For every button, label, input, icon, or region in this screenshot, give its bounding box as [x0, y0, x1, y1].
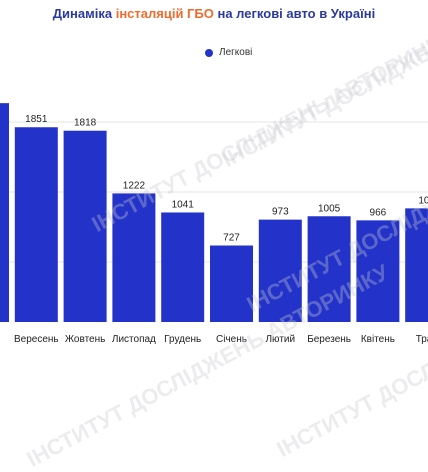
x-tick-label: Квітень	[361, 334, 395, 345]
data-label: 1041	[172, 199, 195, 210]
bar	[307, 216, 351, 322]
bar	[0, 103, 9, 322]
x-tick-label: Січень	[216, 334, 247, 345]
data-label: 966	[370, 207, 387, 218]
bar	[258, 219, 302, 322]
data-label: 973	[272, 207, 289, 218]
data-label: 1818	[74, 118, 97, 129]
x-tick-label: Жовтень	[65, 334, 106, 345]
x-tick-label: Грудень	[164, 334, 201, 345]
data-label: 727	[223, 233, 240, 244]
x-tick-label: Вересень	[14, 334, 59, 345]
chart-title-suffix: на легкові авто в Україні	[213, 6, 376, 21]
chart-title: Динаміка інсталяцій ГБО на легкові авто …	[0, 6, 428, 21]
x-tick-label: Листопад	[112, 334, 156, 345]
bar	[210, 245, 253, 322]
bar	[14, 127, 58, 322]
x-tick-label: Трав	[416, 334, 428, 345]
x-tick-label: Лютий	[265, 334, 295, 345]
data-label: 1005	[318, 203, 341, 214]
chart-title-highlight: інсталяцій ГБО	[115, 6, 214, 21]
bar	[63, 130, 107, 322]
data-label: 1222	[123, 180, 146, 191]
chart-title-prefix: Динаміка	[52, 6, 116, 21]
chart-legend: Легкові	[205, 47, 252, 58]
bar-chart: нь1851Вересень1818Жовтень1222Листопад104…	[0, 103, 428, 345]
data-label: 1851	[25, 114, 48, 125]
bar	[356, 220, 400, 322]
data-label: 108	[418, 195, 428, 206]
legend-label: Легкові	[219, 47, 253, 58]
bar	[112, 193, 156, 322]
legend-swatch	[205, 48, 213, 57]
bar	[161, 212, 205, 322]
bar	[405, 208, 428, 322]
x-tick-label: Березень	[307, 334, 351, 345]
